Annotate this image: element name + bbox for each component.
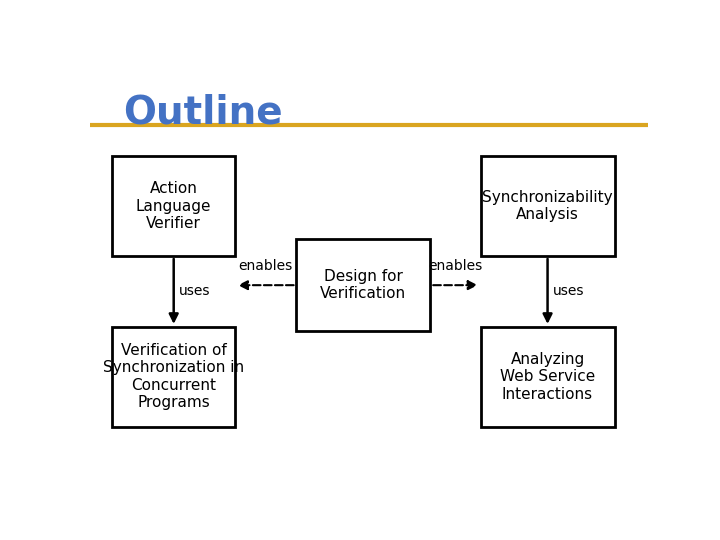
Text: Analyzing
Web Service
Interactions: Analyzing Web Service Interactions (500, 352, 595, 402)
FancyBboxPatch shape (481, 327, 615, 427)
Text: uses: uses (179, 285, 211, 299)
Text: uses: uses (553, 285, 585, 299)
Text: enables: enables (428, 259, 482, 273)
Text: Outline: Outline (124, 94, 283, 132)
Text: enables: enables (238, 259, 293, 273)
Text: Action
Language
Verifier: Action Language Verifier (136, 181, 212, 231)
Text: Verification of
Synchronization in
Concurrent
Programs: Verification of Synchronization in Concu… (103, 343, 244, 410)
FancyBboxPatch shape (481, 156, 615, 256)
FancyBboxPatch shape (297, 239, 431, 331)
Text: Synchronizability
Analysis: Synchronizability Analysis (482, 190, 613, 222)
FancyBboxPatch shape (112, 156, 235, 256)
FancyBboxPatch shape (112, 327, 235, 427)
Text: Design for
Verification: Design for Verification (320, 269, 407, 301)
